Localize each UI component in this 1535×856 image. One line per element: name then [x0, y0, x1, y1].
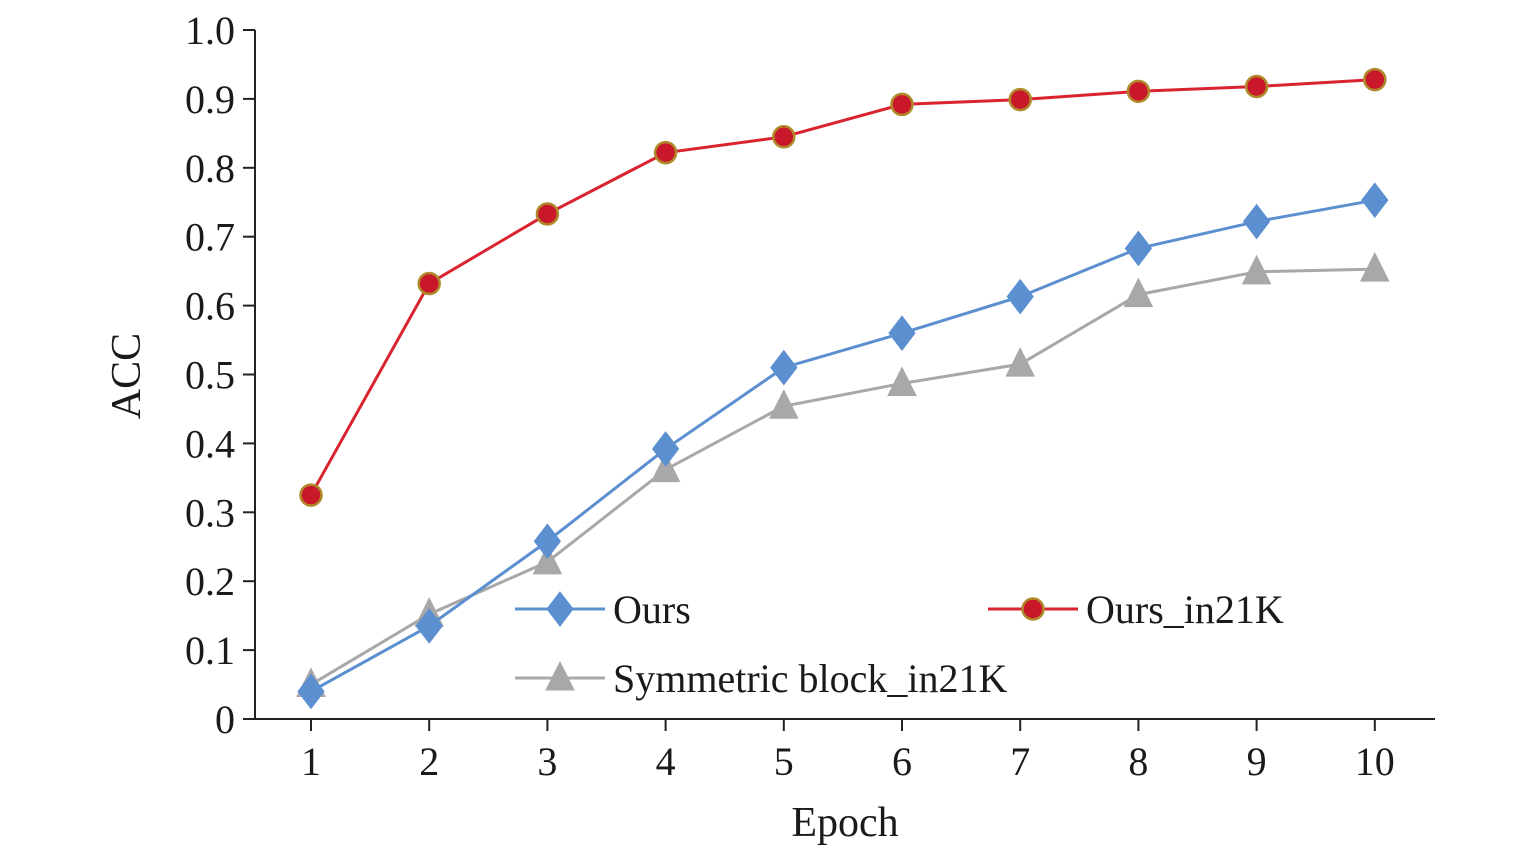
y-tick-label: 0.1: [185, 628, 235, 673]
data-point: [535, 202, 560, 226]
data-point: [1123, 277, 1154, 308]
data-point: [650, 452, 681, 483]
series-circle: [299, 67, 1387, 507]
series-line: [309, 78, 1375, 496]
y-tick-label: 0.8: [185, 146, 235, 191]
y-tick-label: 0.4: [185, 421, 235, 466]
data-point: [417, 271, 441, 296]
y-ticks: 0 0.1 0.2 0.3 0.4 0.5 0.6 0.7 0.8 0.9 1.0: [185, 8, 255, 742]
legend-label: Symmetric block_in21K: [613, 656, 1008, 701]
data-point: [415, 608, 443, 644]
x-tick-label: 3: [537, 739, 557, 784]
data-point: [888, 315, 916, 351]
data-point: [1242, 203, 1271, 240]
data-point: [1244, 74, 1269, 99]
data-point: [651, 431, 680, 467]
data-point: [299, 483, 323, 507]
x-tick-label: 7: [1010, 739, 1030, 784]
data-point: [1006, 278, 1034, 315]
data-point: [532, 544, 563, 575]
data-point: [533, 523, 562, 560]
data-point: [1005, 347, 1036, 377]
data-point: [653, 140, 678, 165]
x-axis-title: Epoch: [791, 800, 898, 846]
data-point: [768, 389, 799, 419]
y-tick-label: 0.7: [185, 215, 235, 260]
legend: Ours Ours_in21K Symmetric block_in21K: [515, 587, 1284, 701]
data-point: [772, 125, 796, 149]
data-point: [887, 366, 917, 396]
y-tick-label: 0.3: [185, 490, 235, 535]
x-tick-label: 1: [301, 739, 321, 784]
legend-swatch-marker: [546, 591, 574, 627]
x-tick-label: 5: [774, 739, 794, 784]
y-tick-label: 0: [215, 697, 235, 742]
x-ticks: 1 2 3 4 5 6 7 8 9 10: [301, 719, 1395, 784]
series-diamond: [297, 182, 1389, 710]
series-layer: [296, 67, 1390, 710]
data-point: [1359, 251, 1390, 282]
y-tick-label: 0.6: [185, 284, 235, 329]
y-tick-label: 0.2: [185, 559, 235, 604]
data-point: [890, 92, 914, 117]
y-tick-label: 0.9: [185, 77, 235, 122]
data-point: [297, 673, 325, 710]
x-tick-label: 2: [419, 739, 439, 784]
y-tick-label: 1.0: [185, 8, 235, 53]
legend-item: Ours: [515, 587, 691, 632]
y-axis-title: ACC: [104, 333, 150, 419]
series-line: [310, 267, 1375, 686]
data-point: [1126, 79, 1151, 104]
y-tick-label: 0.5: [185, 353, 235, 398]
data-point: [1124, 230, 1153, 267]
legend-item: Symmetric block_in21K: [515, 656, 1008, 701]
data-point: [1361, 182, 1389, 219]
legend-label: Ours: [613, 587, 691, 632]
x-tick-label: 9: [1247, 739, 1267, 784]
legend-label: Ours_in21K: [1086, 587, 1284, 632]
legend-item: Ours_in21K: [988, 587, 1284, 632]
legend-swatch-marker: [1021, 597, 1045, 621]
x-tick-label: 10: [1355, 739, 1395, 784]
x-tick-label: 6: [892, 739, 912, 784]
data-point: [770, 349, 798, 386]
data-point: [1008, 87, 1032, 112]
series-line: [310, 198, 1376, 693]
legend-swatch-marker: [545, 660, 575, 691]
x-tick-label: 4: [656, 739, 676, 784]
data-point: [1363, 67, 1387, 92]
x-tick-label: 8: [1128, 739, 1148, 784]
data-point: [1241, 254, 1272, 285]
